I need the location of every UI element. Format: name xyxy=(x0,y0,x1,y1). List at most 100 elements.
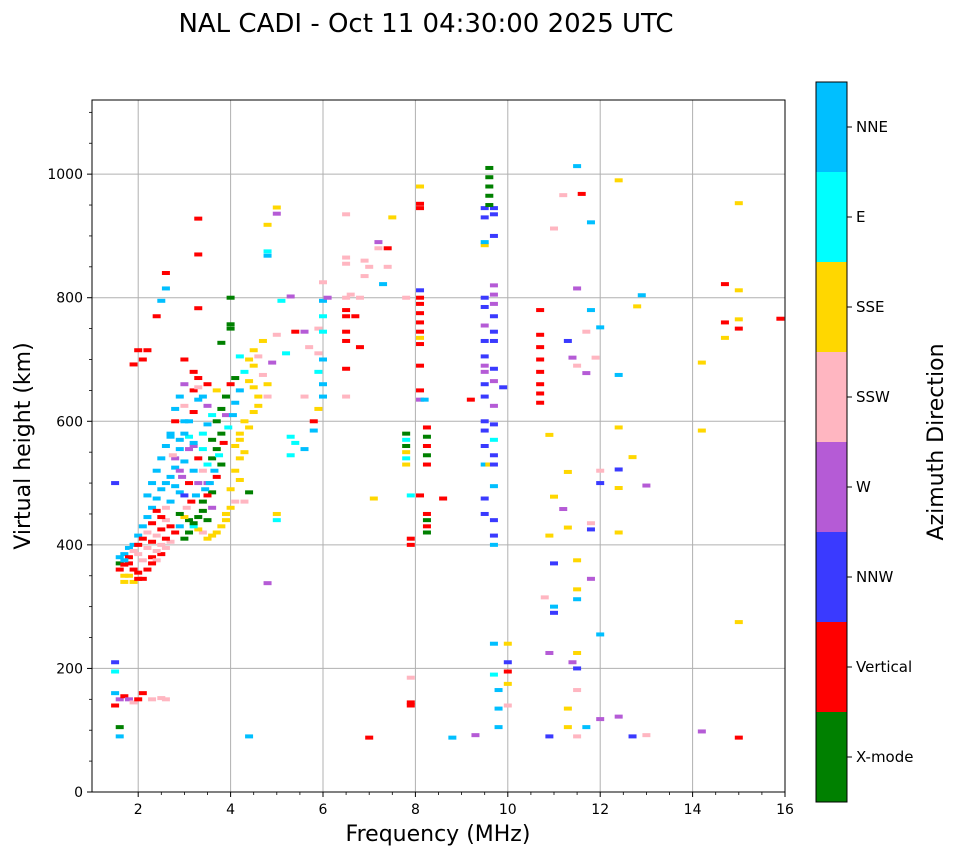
data-point-sse xyxy=(734,317,743,322)
data-point-sse xyxy=(563,706,572,711)
data-point-sse xyxy=(272,205,281,210)
data-point-x-mode xyxy=(226,322,235,327)
data-point-vertical xyxy=(138,536,147,541)
data-point-sse xyxy=(208,533,217,538)
data-point-vertical xyxy=(138,576,147,581)
data-point-x-mode xyxy=(212,419,221,424)
data-point-nne xyxy=(586,220,595,225)
data-point-w xyxy=(471,733,480,738)
data-point-e xyxy=(235,354,244,359)
data-point-nne xyxy=(586,308,595,313)
data-point-sse xyxy=(249,363,258,368)
data-point-nne xyxy=(171,465,180,470)
y-tick-label: 0 xyxy=(74,785,83,801)
data-point-vertical xyxy=(111,703,120,708)
data-point-ssw xyxy=(240,499,249,504)
data-point-e xyxy=(319,314,327,319)
data-point-nne xyxy=(309,428,318,433)
data-point-nnw xyxy=(480,304,489,309)
data-point-vertical xyxy=(365,735,374,740)
data-point-nne xyxy=(171,484,180,489)
data-point-w xyxy=(180,382,189,387)
data-point-sse xyxy=(369,496,378,501)
data-point-vertical xyxy=(115,567,124,572)
data-point-w xyxy=(416,397,425,402)
data-point-ssw xyxy=(305,345,314,350)
y-tick-label: 400 xyxy=(56,538,83,554)
data-point-x-mode xyxy=(115,561,124,566)
data-point-sse xyxy=(235,431,244,436)
data-point-nne xyxy=(161,286,170,291)
data-point-nne xyxy=(191,493,200,498)
data-point-w xyxy=(171,456,180,461)
data-point-nnw xyxy=(480,338,489,343)
data-point-vertical xyxy=(226,382,235,387)
colorbar-swatch-nne xyxy=(816,82,847,172)
data-point-ssw xyxy=(365,264,374,269)
data-point-vertical xyxy=(189,388,198,393)
data-point-vertical xyxy=(342,314,351,319)
data-point-e xyxy=(489,437,498,442)
colorbar-title: Azimuth Direction xyxy=(924,343,949,540)
data-point-x-mode xyxy=(226,326,235,331)
data-point-ssw xyxy=(550,226,558,231)
data-point-nne xyxy=(161,444,170,448)
data-point-ssw xyxy=(272,332,281,337)
colorbar-swatch-sse xyxy=(816,262,847,352)
data-point-x-mode xyxy=(217,406,226,411)
data-point-nne xyxy=(489,641,498,646)
data-point-w xyxy=(489,403,498,408)
data-point-x-mode xyxy=(217,431,226,436)
data-point-vertical xyxy=(138,691,147,696)
data-point-nne xyxy=(157,487,166,492)
data-point-nnw xyxy=(489,329,498,334)
data-point-nne xyxy=(300,447,309,452)
data-point-vertical xyxy=(734,735,743,740)
data-point-nnw xyxy=(563,338,572,343)
data-point-sse xyxy=(258,338,267,343)
data-point-e xyxy=(185,434,194,439)
data-point-vertical xyxy=(536,400,545,405)
data-point-sse xyxy=(180,515,189,520)
colorbar-swatch-x-mode xyxy=(816,712,847,802)
data-point-vertical xyxy=(124,555,133,560)
data-point-e xyxy=(189,524,198,529)
data-point-nne xyxy=(157,456,166,461)
data-point-vertical xyxy=(194,216,203,221)
data-point-ssw xyxy=(152,558,161,563)
data-point-ssw xyxy=(586,521,595,526)
data-point-vertical xyxy=(138,357,147,362)
data-point-ssw xyxy=(161,545,170,550)
data-point-nne xyxy=(180,419,189,424)
data-point-sse xyxy=(120,579,129,584)
data-point-e xyxy=(291,440,300,445)
data-point-x-mode xyxy=(208,437,217,442)
data-point-ssw xyxy=(342,212,351,217)
data-point-w xyxy=(545,650,554,655)
data-point-vertical xyxy=(422,524,431,529)
data-point-vertical xyxy=(416,201,425,206)
data-point-sse xyxy=(235,477,244,482)
data-point-sse xyxy=(388,215,397,220)
y-tick-label: 800 xyxy=(56,291,83,307)
data-point-x-mode xyxy=(221,394,230,399)
data-point-sse xyxy=(563,725,572,730)
data-point-x-mode xyxy=(402,431,411,436)
data-point-sse xyxy=(249,385,258,390)
data-point-vertical xyxy=(422,511,431,516)
data-point-w xyxy=(286,294,295,299)
data-point-nne xyxy=(319,394,327,399)
y-tick-label: 1000 xyxy=(47,167,83,183)
data-point-nne xyxy=(115,555,124,560)
data-point-nne xyxy=(175,447,184,452)
data-point-sse xyxy=(235,456,244,461)
data-point-sse xyxy=(720,335,729,340)
data-point-e xyxy=(402,456,411,461)
data-point-nne xyxy=(115,734,124,739)
data-point-w xyxy=(582,371,591,376)
data-point-vertical xyxy=(406,700,415,705)
data-point-x-mode xyxy=(198,508,207,513)
data-point-sse xyxy=(254,403,263,408)
data-point-nnw xyxy=(586,527,595,532)
data-point-w xyxy=(586,576,595,581)
